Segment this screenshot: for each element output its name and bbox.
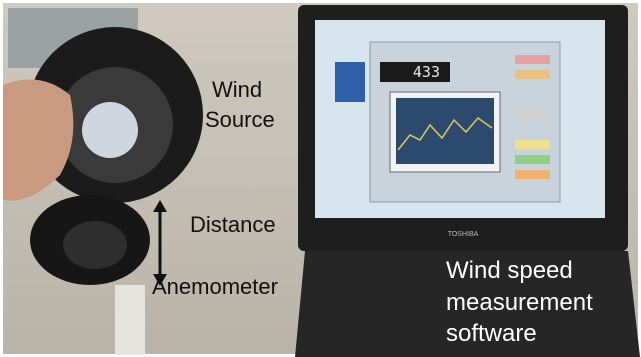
label-anemometer: Anemometer xyxy=(152,274,278,299)
button xyxy=(515,55,550,64)
label-software: software xyxy=(446,320,537,347)
label-wind-source: Source xyxy=(205,107,275,132)
button xyxy=(515,70,550,79)
button xyxy=(515,140,550,149)
button xyxy=(515,170,550,179)
graph-area xyxy=(396,98,494,164)
brand: TOSHIBA xyxy=(448,231,479,238)
ruler xyxy=(115,285,145,355)
label-distance: Distance xyxy=(190,212,276,237)
anemometer-cup xyxy=(63,221,127,269)
button xyxy=(515,110,550,119)
label-software: measurement xyxy=(446,289,593,316)
button xyxy=(515,155,550,164)
photo: 433 TOSHIBA Wind Source Distance Anemome… xyxy=(0,0,641,357)
fan-hub xyxy=(82,102,138,158)
display-value: 433 xyxy=(413,63,440,81)
logo xyxy=(335,62,365,102)
label-software: Wind speed xyxy=(446,257,573,284)
label-wind-source: Wind xyxy=(212,77,262,102)
